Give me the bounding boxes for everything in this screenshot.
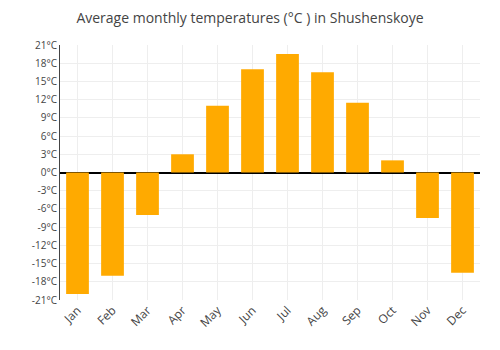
svg-text:9°C: 9°C [41,110,57,124]
svg-text:Jul: Jul [272,302,294,324]
svg-text:12°C: 12°C [35,92,57,106]
svg-text:0°C: 0°C [41,165,57,179]
svg-text:Average monthly temperatures (: Average monthly temperatures (°C ) in Sh… [76,8,423,27]
svg-text:-6°C: -6°C [37,201,57,215]
svg-text:-9°C: -9°C [37,220,57,234]
svg-text:18°C: 18°C [35,56,57,70]
svg-text:Apr: Apr [164,302,190,328]
svg-text:-18°C: -18°C [32,274,57,288]
svg-text:-21°C: -21°C [32,293,57,307]
svg-text:Nov: Nov [407,302,435,330]
svg-text:May: May [196,301,225,330]
svg-text:Aug: Aug [302,302,330,330]
svg-text:Sep: Sep [338,302,365,329]
svg-text:Oct: Oct [374,302,400,328]
svg-text:Jan: Jan [60,302,85,327]
svg-text:-12°C: -12°C [32,238,57,252]
svg-text:21°C: 21°C [35,38,57,52]
svg-text:-3°C: -3°C [37,183,57,197]
svg-text:Mar: Mar [127,302,155,330]
svg-text:15°C: 15°C [35,74,57,88]
svg-text:6°C: 6°C [41,129,57,143]
svg-text:-15°C: -15°C [32,256,57,270]
svg-text:Feb: Feb [93,302,119,328]
svg-text:3°C: 3°C [41,147,57,161]
svg-text:Dec: Dec [443,302,470,329]
svg-text:Jun: Jun [234,302,259,327]
